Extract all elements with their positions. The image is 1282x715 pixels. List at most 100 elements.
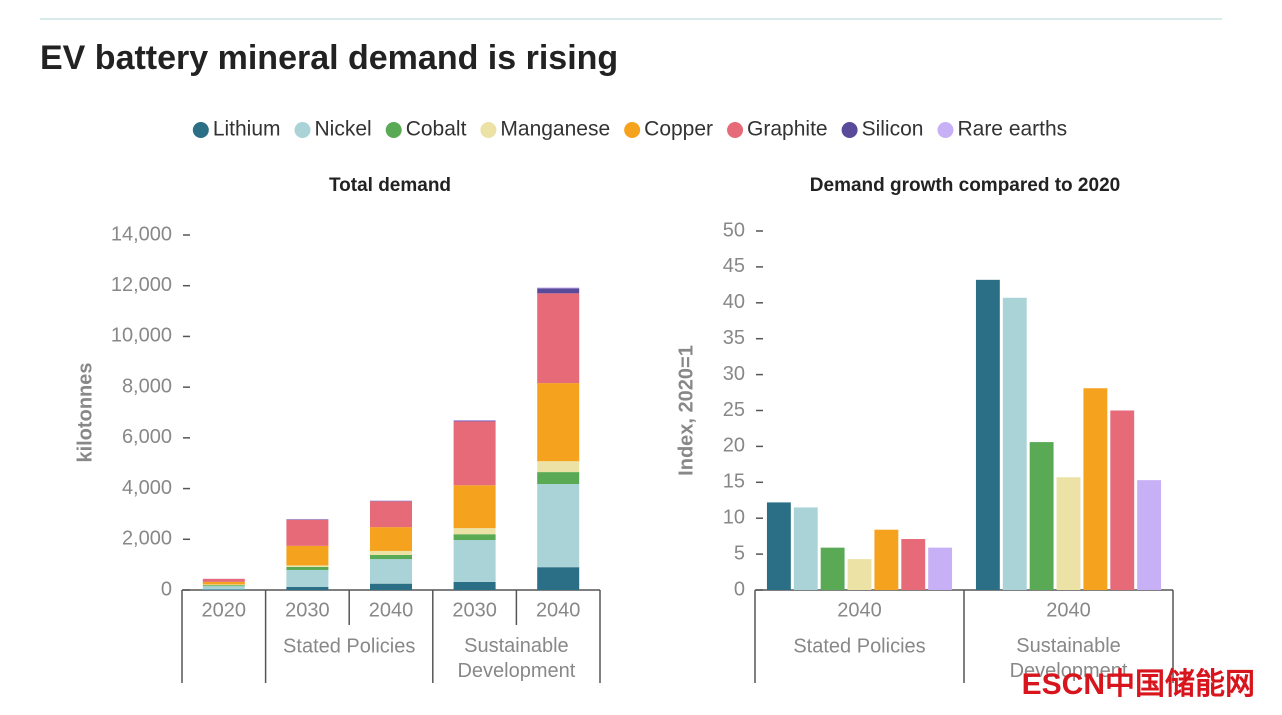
bar	[766, 502, 791, 590]
bar-segment	[537, 484, 580, 568]
bar-segment	[202, 585, 245, 587]
bar-segment	[370, 501, 412, 528]
bar-segment	[202, 586, 245, 590]
legend-label: Nickel	[315, 118, 372, 141]
group-label: Stated Policies	[283, 635, 415, 657]
bar	[928, 547, 953, 590]
y-tick-label: 4,000	[122, 477, 172, 499]
bar	[1002, 297, 1027, 590]
bar-segment	[286, 565, 329, 567]
y-tick-label: 40	[723, 291, 745, 313]
bar-segment	[453, 420, 496, 421]
bar	[1056, 477, 1081, 590]
y-tick-label: 35	[723, 327, 745, 349]
bar	[793, 507, 818, 590]
y-tick-label: 50	[723, 219, 745, 241]
bar-segment	[453, 581, 496, 590]
bar	[820, 547, 845, 590]
watermark: ESCN中国储能网	[1022, 668, 1255, 701]
y-tick-label: 12,000	[111, 274, 172, 296]
page-title: EV battery mineral demand is rising	[40, 39, 618, 77]
group-label: Sustainable Development	[1010, 635, 1128, 682]
bar-segment	[202, 584, 245, 586]
legend-label: Silicon	[862, 118, 924, 141]
chart-subtitle: Demand growth compared to 2020	[810, 175, 1120, 196]
group-label: Sustainable Development	[457, 635, 575, 682]
legend-label: Manganese	[500, 118, 610, 141]
bar-segment	[453, 421, 496, 486]
y-tick-label: 2,000	[122, 528, 172, 550]
x-tick-label: 2030	[452, 599, 497, 621]
bar-segment	[370, 550, 412, 556]
bar-segment	[286, 569, 329, 587]
y-tick-label: 30	[723, 363, 745, 385]
bar-segment	[537, 293, 580, 384]
bar-segment	[286, 519, 329, 546]
y-tick-label: 0	[161, 578, 172, 600]
y-tick-label: 20	[723, 435, 745, 457]
bar-segment	[370, 527, 412, 551]
bar	[1083, 388, 1108, 590]
y-axis-label: kilotonnes	[74, 362, 96, 462]
bar-segment	[537, 567, 580, 590]
bar	[1110, 410, 1135, 590]
bar-segment	[370, 555, 412, 560]
x-tick-label: 2040	[1046, 599, 1091, 621]
y-tick-label: 14,000	[111, 223, 172, 245]
legend-label: Rare earths	[957, 118, 1067, 141]
x-tick-label: 2040	[837, 599, 882, 621]
legend: Lithium Nickel Cobalt Manganese Copper Graphi…	[192, 118, 1067, 141]
bar-segment	[286, 545, 329, 566]
legend-label: Graphite	[747, 118, 828, 141]
bar-segment	[202, 578, 245, 582]
legend-swatch	[192, 122, 209, 138]
legend-swatch	[385, 122, 402, 138]
bar-segment	[453, 534, 496, 541]
y-tick-label: 10,000	[111, 325, 172, 347]
x-tick-label: 2040	[536, 599, 581, 621]
bar-segment	[453, 485, 496, 529]
bar	[847, 559, 872, 590]
legend-swatch	[294, 122, 311, 138]
bar	[975, 279, 1000, 590]
x-tick-label: 2020	[202, 599, 247, 621]
bar-segment	[286, 586, 329, 590]
bar-segment	[537, 461, 580, 473]
bar-segment	[202, 581, 245, 585]
bar-segment	[537, 472, 580, 485]
legend-label: Copper	[644, 118, 713, 141]
legend-swatch	[624, 122, 641, 138]
y-tick-label: 8,000	[122, 375, 172, 397]
legend-label: Lithium	[213, 118, 281, 141]
legend-label: Cobalt	[406, 118, 467, 141]
bar-segment	[370, 583, 412, 590]
bar-segment	[202, 589, 245, 590]
bar-segment	[453, 540, 496, 582]
y-tick-label: 25	[723, 399, 745, 421]
legend-swatch	[841, 122, 858, 138]
bar-segment	[537, 287, 580, 289]
bar	[1029, 442, 1054, 590]
legend-swatch	[727, 122, 744, 138]
bar-segment	[453, 420, 496, 422]
bar-segment	[370, 559, 412, 584]
y-tick-label: 45	[723, 255, 745, 277]
bar-segment	[286, 519, 329, 520]
bar-segment	[453, 528, 496, 535]
bar-segment	[537, 383, 580, 462]
y-tick-label: 15	[723, 471, 745, 493]
legend-swatch	[480, 122, 497, 138]
x-tick-label: 2040	[369, 599, 414, 621]
y-tick-label: 0	[734, 578, 745, 600]
bar-segment	[286, 566, 329, 570]
bar-segment	[537, 288, 580, 294]
group-label: Stated Policies	[793, 635, 925, 657]
bar-segment	[370, 500, 412, 502]
y-tick-label: 6,000	[122, 426, 172, 448]
bar	[901, 539, 926, 590]
y-tick-label: 10	[723, 506, 745, 528]
chart-subtitle: Total demand	[329, 175, 451, 196]
x-tick-label: 2030	[285, 599, 330, 621]
y-tick-label: 5	[734, 542, 745, 564]
